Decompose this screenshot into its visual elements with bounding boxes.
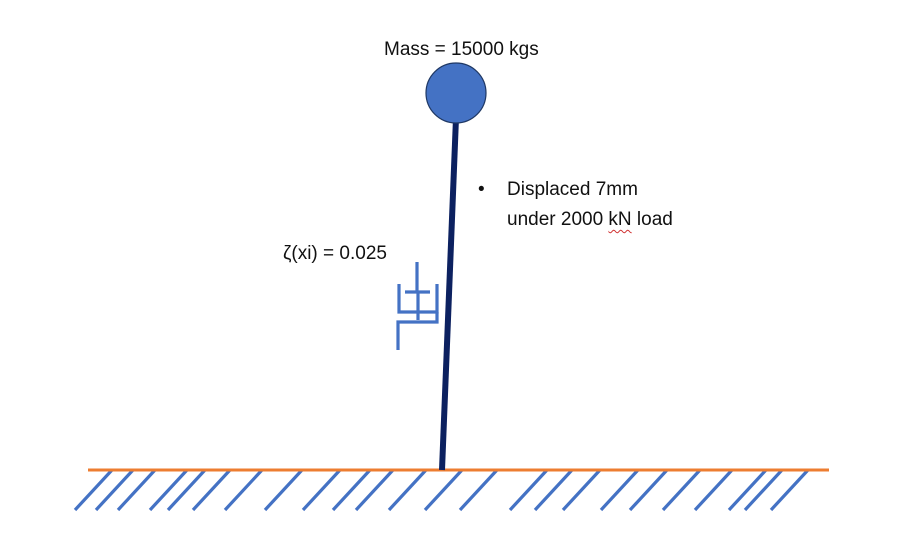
bullet-point: • (478, 179, 485, 200)
damper-symbol (396, 262, 439, 350)
hatch-mark (727, 468, 768, 512)
damping-ratio-label: ζ(xi) = 0.025 (283, 243, 387, 264)
hatch-mark (508, 468, 549, 512)
mass-ball (425, 62, 487, 124)
hatch-mark (693, 468, 734, 512)
hatch-mark (223, 468, 264, 512)
hatch-mark (743, 468, 784, 512)
hatch-mark (458, 468, 499, 512)
hatch-mark (628, 468, 669, 512)
hatch-mark (116, 468, 157, 512)
note-line-1: Displaced 7mm (507, 179, 638, 200)
hatch-mark (387, 468, 428, 512)
hatch-mark (301, 468, 342, 512)
mass-label: Mass = 15000 kgs (384, 39, 539, 60)
hatch-mark (533, 468, 574, 512)
note-line-2-start: under 2000 (507, 209, 609, 230)
hatch-mark (599, 468, 640, 512)
note-line-2-end: load (631, 209, 673, 230)
column (439, 117, 459, 471)
hatch-mark (148, 468, 189, 512)
hatch-mark (331, 468, 372, 512)
hatch-mark (423, 468, 464, 512)
hatch-mark (661, 468, 702, 512)
hatch-mark (94, 468, 135, 512)
hatch-mark (166, 468, 207, 512)
hatch-mark (73, 468, 114, 512)
hatch-mark (561, 468, 602, 512)
ground-hatching (73, 468, 810, 512)
hatch-mark (263, 468, 304, 512)
spellcheck-flagged-word: kN (608, 209, 632, 230)
note-line-2: under 2000 kN load (507, 205, 673, 235)
hatch-mark (354, 468, 395, 512)
hatch-mark (769, 468, 810, 512)
hatch-mark (191, 468, 232, 512)
